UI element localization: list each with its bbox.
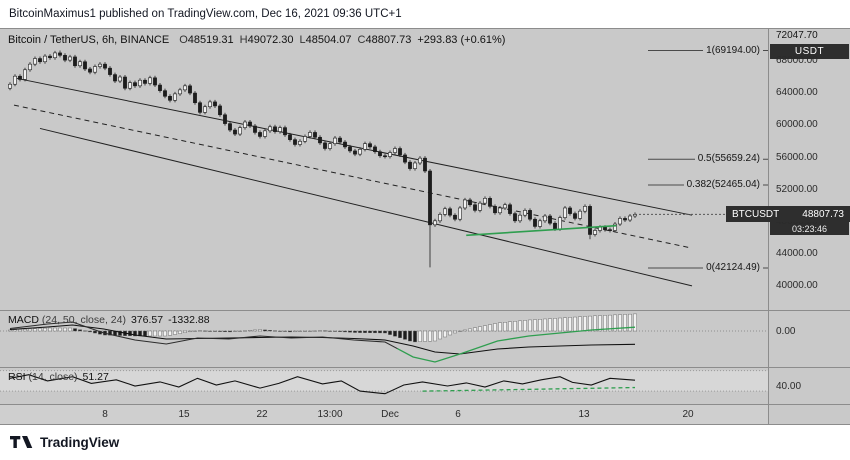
time-axis-label: Dec: [381, 409, 399, 420]
macd-value-1: 376.57: [130, 314, 164, 326]
pane-separator-rsi[interactable]: [0, 367, 850, 368]
publish-text: BitcoinMaximus1 published on TradingView…: [9, 8, 402, 20]
brand-text[interactable]: TradingView: [40, 434, 120, 450]
footer: TradingView: [0, 424, 850, 460]
symbol-info-line: Bitcoin / TetherUS, 6h, BINANCE O48519.31…: [8, 34, 505, 46]
price-tick-label: 40000.00: [776, 280, 818, 292]
price-tick-label: 60000.00: [776, 119, 818, 131]
publish-bar: BitcoinMaximus1 published on TradingView…: [0, 0, 850, 28]
time-axis-label: 8: [102, 409, 108, 420]
candlestick-series: [8, 50, 637, 268]
tradingview-logo[interactable]: [10, 435, 34, 449]
channel-middle-dashed-line[interactable]: [13, 104, 693, 249]
symbol-title[interactable]: Bitcoin / TetherUS, 6h, BINANCE: [8, 34, 170, 46]
last-price-tag: BTCUSDT 48807.73: [726, 206, 850, 223]
rsi-indicator-header[interactable]: RSI (14, close) 51.27: [8, 371, 109, 383]
open-label: O: [179, 34, 188, 46]
currency-badge[interactable]: USDT: [770, 44, 849, 59]
time-axis-label: 13: [578, 409, 590, 420]
time-axis-label: 15: [178, 409, 190, 420]
rsi-params: (14, close): [28, 371, 78, 383]
rsi-value: 51.27: [82, 371, 109, 383]
macd-line-green-segment: [397, 326, 636, 363]
macd-title: MACD: [8, 314, 39, 326]
time-axis-strip[interactable]: [0, 404, 768, 424]
last-price-tag-value: 48807.73: [802, 208, 844, 220]
fib-level-label: 0(42124.49): [703, 262, 763, 275]
tradingview-logo-mark: [10, 436, 33, 448]
time-axis-label: 20: [682, 409, 694, 420]
time-axis-label: 6: [455, 409, 461, 420]
channel-lower-line[interactable]: [39, 127, 693, 287]
rsi-green-support-line[interactable]: [422, 386, 636, 392]
price-tick-label: 44000.00: [776, 247, 818, 259]
fib-level-label: 1(69194.00): [703, 44, 763, 57]
macd-value-2: -1332.88: [168, 314, 210, 326]
price-tick-label: 52000.00: [776, 183, 818, 195]
low-value: 48504.07: [305, 34, 352, 46]
chart-top-border: [0, 28, 850, 29]
low-label: L: [299, 34, 306, 46]
macd-histogram: [8, 313, 637, 343]
macd-axis-label: 0.00: [776, 326, 796, 337]
chart-background: [0, 28, 768, 424]
change-value: +293.83 (+0.61%): [417, 34, 506, 46]
macd-indicator-header[interactable]: MACD (24, 50, close, 24) 376.57 -1332.88: [8, 314, 215, 326]
macd-params: (24, 50, close, 24): [41, 314, 126, 326]
price-tick-label: 68000.00: [776, 55, 818, 67]
chart-canvas[interactable]: [0, 28, 768, 424]
channel-upper-line[interactable]: [13, 77, 693, 216]
scale-top-price: 72047.70: [776, 30, 818, 41]
price-tick-label: 64000.00: [776, 87, 818, 99]
open-value: 48519.31: [187, 34, 234, 46]
candle-countdown: 03:23:46: [770, 222, 849, 236]
chart-bottom-border: [0, 424, 850, 425]
last-price-tag-symbol: BTCUSDT: [732, 208, 780, 220]
green-trendline[interactable]: [466, 224, 617, 237]
rsi-axis-label: 40.00: [776, 381, 802, 392]
fib-level-label: 0.382(52465.04): [683, 178, 763, 191]
macd-line: [9, 321, 398, 350]
high-label: H: [239, 34, 248, 46]
close-label: C: [357, 34, 366, 46]
time-axis-border: [0, 404, 850, 405]
rsi-band: [0, 370, 768, 392]
time-axis-label: 13:00: [317, 409, 343, 420]
rsi-line: [9, 374, 636, 395]
chart-plot-area[interactable]: Bitcoin / TetherUS, 6h, BINANCE O48519.31…: [0, 28, 768, 424]
pane-separator-macd[interactable]: [0, 310, 850, 311]
price-tick-label: 56000.00: [776, 151, 818, 163]
time-axis-label: 22: [256, 409, 268, 420]
price-scale[interactable]: 72047.70 USDT 0.00 40.00 03:23:46 68000.…: [768, 28, 850, 424]
parallel-channel[interactable]: [13, 77, 693, 287]
high-value: 49072.30: [247, 34, 294, 46]
rsi-title: RSI: [8, 371, 26, 383]
fib-level-label: 0.5(55659.24): [694, 153, 763, 166]
close-value: 48807.73: [365, 34, 412, 46]
